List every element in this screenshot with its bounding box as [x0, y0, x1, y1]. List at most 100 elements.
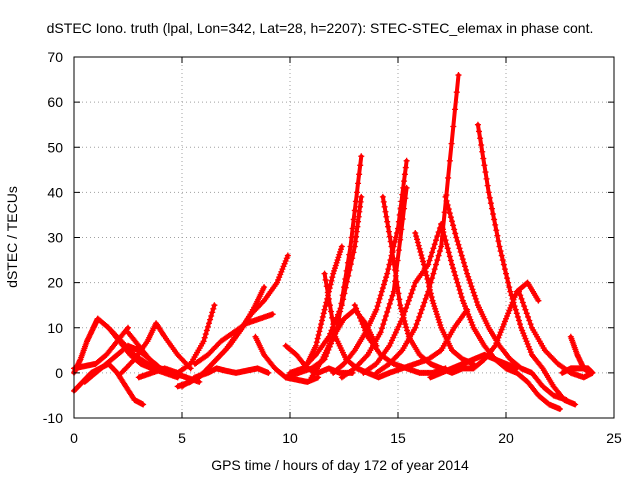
data-point-marker — [385, 304, 392, 311]
data-point-marker — [393, 229, 400, 236]
data-point-marker — [513, 310, 520, 317]
data-point-marker — [492, 221, 499, 228]
data-point-marker — [312, 342, 319, 349]
data-point-marker — [324, 289, 331, 296]
data-point-marker — [515, 288, 522, 295]
data-point-marker — [410, 283, 417, 290]
data-point-marker — [398, 305, 405, 312]
data-point-marker — [269, 311, 276, 318]
series-arc — [135, 302, 218, 381]
data-point-marker — [340, 296, 347, 303]
data-point-marker — [461, 303, 468, 310]
data-point-marker — [380, 198, 387, 205]
data-point-marker — [453, 276, 460, 283]
data-point-marker — [386, 233, 393, 240]
series-arc — [559, 365, 596, 376]
data-point-marker — [420, 303, 427, 310]
data-point-marker — [423, 272, 430, 279]
data-point-marker — [484, 182, 491, 189]
data-point-marker — [459, 297, 466, 304]
data-point-marker — [380, 321, 387, 328]
series-arc — [360, 220, 445, 376]
data-point-marker — [434, 233, 441, 240]
data-point-marker — [417, 310, 424, 317]
data-point-marker — [465, 273, 472, 280]
data-point-marker — [442, 237, 449, 244]
data-point-marker — [388, 296, 395, 303]
data-point-marker — [504, 275, 511, 282]
data-point-marker — [450, 222, 457, 229]
data-point-marker — [394, 326, 401, 333]
data-point-marker — [460, 259, 467, 266]
data-point-marker — [452, 106, 459, 113]
x-tick-label: 10 — [282, 430, 298, 446]
data-point-marker — [426, 283, 433, 290]
data-point-marker — [433, 311, 440, 318]
data-point-marker — [459, 256, 466, 263]
data-point-marker — [420, 258, 427, 265]
data-point-marker — [413, 233, 420, 240]
data-point-marker — [385, 223, 392, 230]
x-tick-label: 25 — [606, 430, 622, 446]
data-point-marker — [319, 313, 326, 320]
data-point-marker — [403, 304, 410, 311]
data-point-marker — [392, 329, 399, 336]
series-group — [71, 72, 596, 412]
data-point-marker — [435, 316, 442, 323]
data-point-marker — [469, 322, 476, 329]
data-point-marker — [512, 291, 519, 298]
data-point-marker — [391, 261, 398, 268]
data-point-marker — [388, 243, 395, 250]
data-point-marker — [444, 245, 451, 252]
axis-ticks: 0 5 10 15 20 25 -10 0 10 20 30 40 50 60 70 — [43, 49, 622, 446]
data-point-marker — [482, 169, 489, 176]
data-point-marker — [427, 290, 434, 297]
data-point-marker — [261, 284, 268, 291]
data-point-marker — [518, 295, 525, 302]
data-point-marker — [446, 157, 453, 164]
data-point-marker — [452, 272, 459, 279]
data-point-marker — [460, 300, 467, 307]
data-point-marker — [358, 317, 365, 324]
y-tick-label: 40 — [47, 184, 63, 200]
data-point-marker — [436, 248, 443, 255]
data-point-marker — [519, 327, 526, 334]
data-point-marker — [398, 318, 405, 325]
data-point-marker — [394, 284, 401, 291]
data-point-marker — [453, 234, 460, 241]
data-point-marker — [431, 303, 438, 310]
data-point-marker — [446, 253, 453, 260]
data-point-marker — [395, 290, 402, 297]
data-point-marker — [391, 266, 398, 273]
data-point-marker — [491, 216, 498, 223]
data-point-marker — [329, 314, 336, 321]
data-point-marker — [451, 226, 458, 233]
series-arc — [330, 157, 410, 376]
chart-title: dSTEC Iono. truth (lpal, Lon=342, Lat=28… — [47, 20, 594, 36]
data-point-marker — [398, 226, 405, 233]
x-tick-label: 15 — [390, 430, 406, 446]
series-arc — [373, 72, 462, 376]
data-point-marker — [517, 292, 524, 299]
data-point-marker — [321, 270, 328, 277]
data-point-marker — [449, 218, 455, 225]
data-point-marker — [383, 274, 390, 281]
data-point-marker — [421, 265, 428, 272]
data-point-marker — [457, 290, 464, 297]
data-point-marker — [517, 321, 524, 328]
data-point-marker — [337, 305, 344, 312]
data-point-marker — [202, 331, 209, 338]
data-point-marker — [429, 297, 436, 304]
data-point-marker — [277, 271, 284, 278]
data-point-marker — [455, 283, 462, 290]
y-tick-label: 20 — [47, 275, 63, 291]
data-point-marker — [318, 321, 325, 328]
data-point-marker — [389, 249, 396, 256]
data-point-marker — [384, 308, 391, 315]
data-point-marker — [535, 297, 542, 304]
data-point-marker — [281, 260, 288, 267]
series-arc — [438, 220, 563, 412]
data-point-marker — [279, 266, 286, 273]
data-point-marker — [389, 292, 396, 299]
data-point-marker — [494, 232, 501, 239]
